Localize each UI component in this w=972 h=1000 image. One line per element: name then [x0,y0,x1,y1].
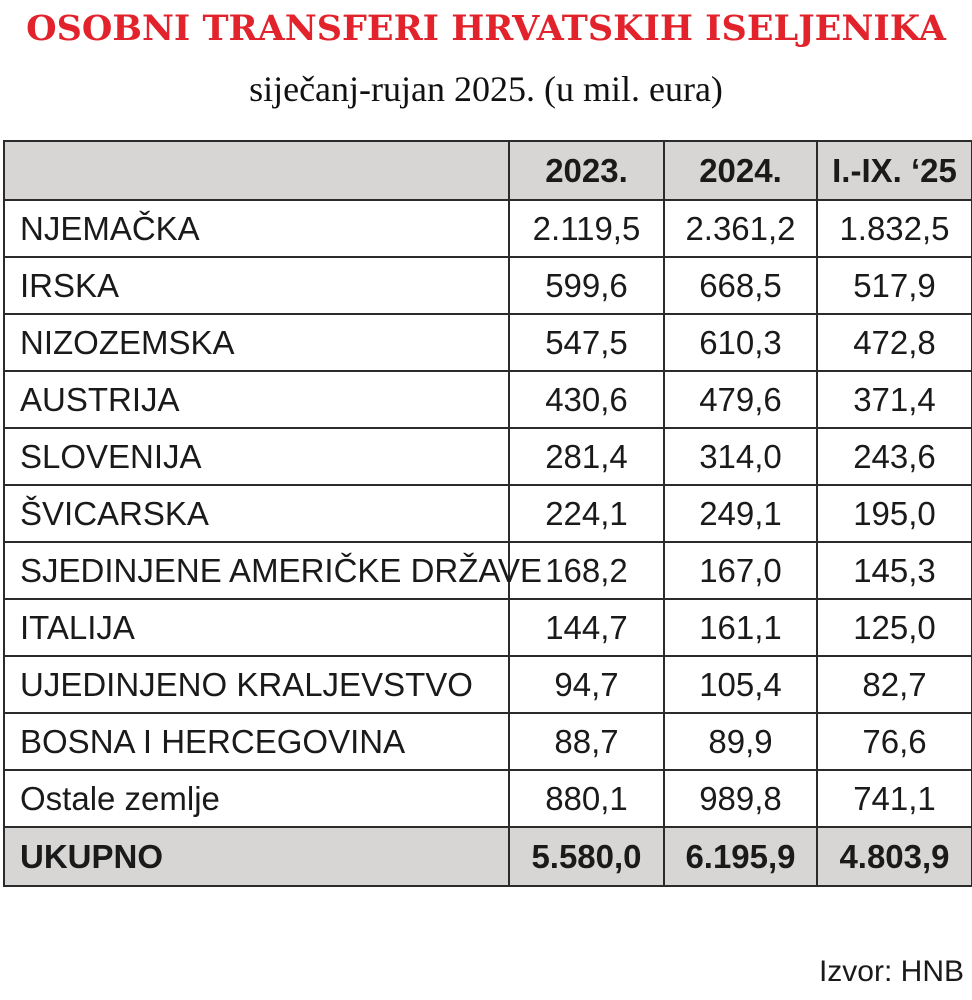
row-label: IRSKA [3,256,510,315]
source-note: Izvor: HNB [818,955,964,988]
total-label: UKUPNO [3,826,510,887]
table-row: IRSKA 599,6 668,5 517,9 [3,256,972,315]
row-value-cell: 168,2 [508,541,665,600]
row-label: NIZOZEMSKA [3,313,510,372]
row-value-cell: 371,4 [816,370,972,429]
header-2023: 2023. [508,140,665,201]
row-value-cell: 144,7 [508,598,665,657]
row-value-cell: 547,5 [508,313,665,372]
row-value-cell: 989,8 [663,769,818,828]
row-value-cell: 224,1 [508,484,665,543]
row-label: ŠVICARSKA [3,484,510,543]
row-value-cell: 167,0 [663,541,818,600]
row-value-cell: 479,6 [663,370,818,429]
row-value-cell: 517,9 [816,256,972,315]
chart-title: OSOBNI TRANSFERI HRVATSKIH ISELJENIKA [26,8,946,49]
row-label: BOSNA I HERCEGOVINA [3,712,510,771]
chart-subtitle: siječanj-rujan 2025. (u mil. eura) [249,69,723,109]
row-value-cell: 314,0 [663,427,818,486]
row-label: AUSTRIJA [3,370,510,429]
table-row: Ostale zemlje 880,1 989,8 741,1 [3,769,972,828]
row-value-cell: 610,3 [663,313,818,372]
total-value-cell: 4.803,9 [816,826,972,887]
row-label: SJEDINJENE AMERIČKE DRŽAVE [3,541,542,600]
table-body: NJEMAČKA 2.119,5 2.361,2 1.832,5 IRSKA 599,6 6… [3,199,972,887]
row-label: NJEMAČKA [3,199,510,258]
row-value-cell: 281,4 [508,427,665,486]
row-value-cell: 249,1 [663,484,818,543]
table-row: NJEMAČKA 2.119,5 2.361,2 1.832,5 [3,199,972,258]
row-label: Ostale zemlje [3,769,510,828]
row-value-cell: 82,7 [816,655,972,714]
total-value-cell: 6.195,9 [663,826,818,887]
row-value-cell: 472,8 [816,313,972,372]
table-row: UJEDINJENO KRALJEVSTVO 94,7 105,4 82,7 [3,655,972,714]
transfers-table: 2023. 2024. I.-IX. ‘25 NJEMAČKA 2.119,5 2.… [3,140,972,887]
total-row: UKUPNO 5.580,0 6.195,9 4.803,9 [3,826,972,887]
total-value-cell: 5.580,0 [508,826,665,887]
header-country [3,140,510,201]
row-value-cell: 2.361,2 [663,199,818,258]
table-row: NIZOZEMSKA 547,5 610,3 472,8 [3,313,972,372]
table-row: AUSTRIJA 430,6 479,6 371,4 [3,370,972,429]
row-value-cell: 880,1 [508,769,665,828]
header-2025: I.-IX. ‘25 [816,140,972,201]
row-value-cell: 94,7 [508,655,665,714]
table-header-row: 2023. 2024. I.-IX. ‘25 [3,140,972,201]
row-value-cell: 599,6 [508,256,665,315]
row-value-cell: 195,0 [816,484,972,543]
row-value-cell: 89,9 [663,712,818,771]
row-value-cell: 125,0 [816,598,972,657]
row-value-cell: 243,6 [816,427,972,486]
row-value-cell: 741,1 [816,769,972,828]
row-value-cell: 88,7 [508,712,665,771]
row-value-cell: 161,1 [663,598,818,657]
row-label: UJEDINJENO KRALJEVSTVO [3,655,510,714]
table-row: BOSNA I HERCEGOVINA 88,7 89,9 76,6 [3,712,972,771]
row-value-cell: 105,4 [663,655,818,714]
row-label: ITALIJA [3,598,510,657]
header-2024: 2024. [663,140,818,201]
table-row: SJEDINJENE AMERIČKE DRŽAVE 168,2 167,0 145,… [3,541,972,600]
row-label: SLOVENIJA [3,427,510,486]
row-value-cell: 2.119,5 [508,199,665,258]
row-value-cell: 1.832,5 [816,199,972,258]
table-row: ŠVICARSKA 224,1 249,1 195,0 [3,484,972,543]
row-value-cell: 668,5 [663,256,818,315]
row-value-cell: 76,6 [816,712,972,771]
table-row: ITALIJA 144,7 161,1 125,0 [3,598,972,657]
row-value-cell: 430,6 [508,370,665,429]
table-row: SLOVENIJA 281,4 314,0 243,6 [3,427,972,486]
row-value-cell: 145,3 [816,541,972,600]
